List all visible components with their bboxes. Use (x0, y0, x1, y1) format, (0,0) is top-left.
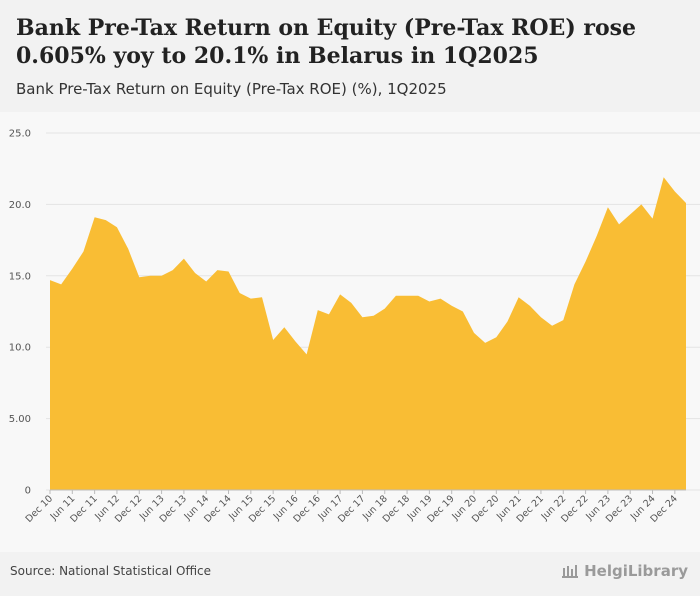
y-tick-label: 5.00 (9, 414, 31, 425)
chart-area: 0 5.00 10.0 15.0 20.0 25.0 Dec 10 Jun 11 Dec 11 J… (0, 112, 700, 552)
chart-subtitle: Bank Pre-Tax Return on Equity (Pre-Tax R… (16, 80, 447, 98)
y-tick-label: 25.0 (9, 129, 31, 140)
brand-logo: HelgiLibrary (561, 562, 688, 580)
library-icon (562, 565, 579, 578)
source-text: Source: National Statistical Office (10, 564, 212, 578)
chart-title: Bank Pre-Tax Return on Equity (Pre-Tax R… (16, 15, 637, 69)
footer: Source: National Statistical Office Helg… (0, 552, 700, 596)
y-tick-label: 0 (25, 486, 31, 497)
y-tick-label: 20.0 (9, 200, 31, 211)
area-series (50, 177, 686, 490)
header: Bank Pre-Tax Return on Equity (Pre-Tax R… (0, 0, 700, 112)
brand-name: HelgiLibrary (584, 562, 688, 580)
x-tick-label: Dec 10 (24, 493, 55, 524)
y-tick-label: 15.0 (9, 271, 31, 282)
y-tick-label: 10.0 (9, 343, 31, 354)
